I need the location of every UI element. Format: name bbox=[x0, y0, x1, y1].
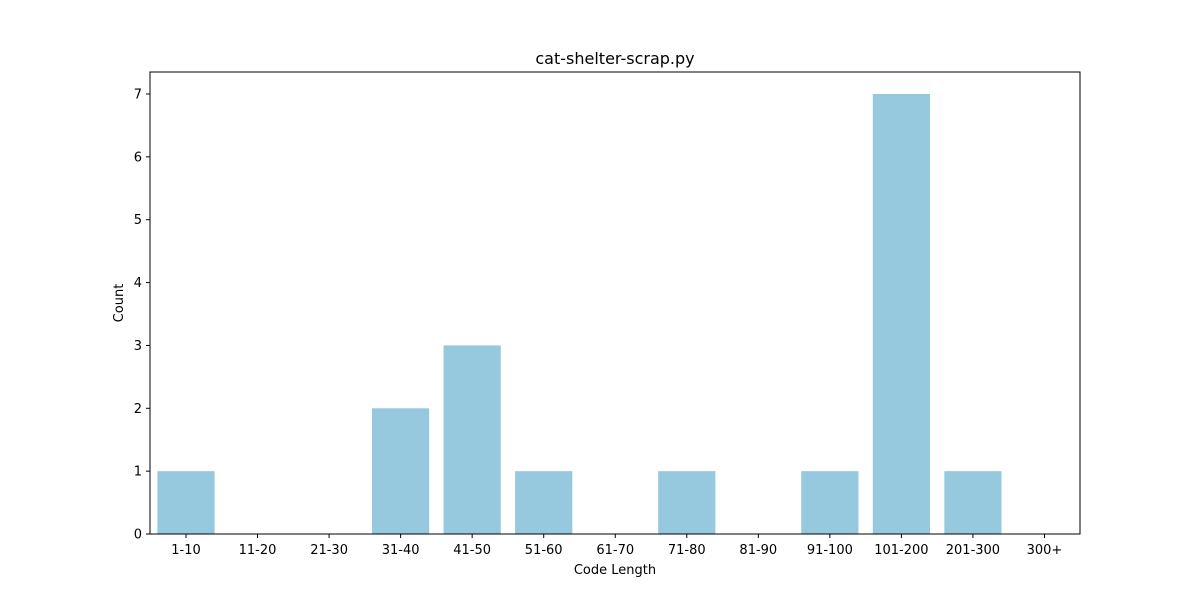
x-tick-label: 91-100 bbox=[807, 543, 853, 558]
x-tick-label: 41-50 bbox=[453, 543, 491, 558]
x-tick-label: 11-20 bbox=[239, 543, 277, 558]
y-axis-label: Count bbox=[112, 284, 127, 323]
x-tick-label: 300+ bbox=[1027, 543, 1063, 558]
x-tick-label: 61-70 bbox=[596, 543, 634, 558]
bar-201-300 bbox=[944, 471, 1002, 534]
y-tick-label: 4 bbox=[134, 276, 142, 291]
bar-31-40 bbox=[372, 408, 430, 534]
bar-91-100 bbox=[801, 471, 859, 534]
x-tick-label: 81-90 bbox=[739, 543, 777, 558]
bar-51-60 bbox=[515, 471, 573, 534]
x-tick-label: 21-30 bbox=[310, 543, 348, 558]
x-tick-label: 31-40 bbox=[382, 543, 420, 558]
chart-title: cat-shelter-scrap.py bbox=[535, 49, 694, 68]
y-tick-label: 7 bbox=[134, 88, 142, 103]
y-tick-label: 3 bbox=[134, 339, 142, 354]
plot-frame bbox=[149, 71, 1081, 535]
bar-1-10 bbox=[157, 471, 215, 534]
y-tick-label: 1 bbox=[134, 465, 142, 480]
y-tick-label: 6 bbox=[134, 150, 142, 165]
x-tick-label: 1-10 bbox=[171, 543, 201, 558]
bar-101-200 bbox=[872, 94, 930, 534]
y-tick-label: 5 bbox=[134, 213, 142, 228]
bar-71-80 bbox=[658, 471, 716, 534]
x-tick-label: 51-60 bbox=[525, 543, 563, 558]
bar-41-50 bbox=[443, 345, 501, 534]
x-tick-label: 201-300 bbox=[946, 543, 1000, 558]
x-axis-label: Code Length bbox=[574, 563, 656, 578]
y-tick-label: 2 bbox=[134, 402, 142, 417]
x-tick-label: 101-200 bbox=[874, 543, 928, 558]
bars-layer bbox=[157, 94, 1002, 534]
y-axis-ticks: 0 1 2 3 4 5 6 7 bbox=[134, 88, 150, 543]
y-tick-label: 0 bbox=[134, 528, 142, 543]
x-axis-ticks: 1-10 11-20 21-30 31-40 41-50 51-60 61-70 71-80 8… bbox=[171, 534, 1062, 558]
x-tick-label: 71-80 bbox=[668, 543, 706, 558]
